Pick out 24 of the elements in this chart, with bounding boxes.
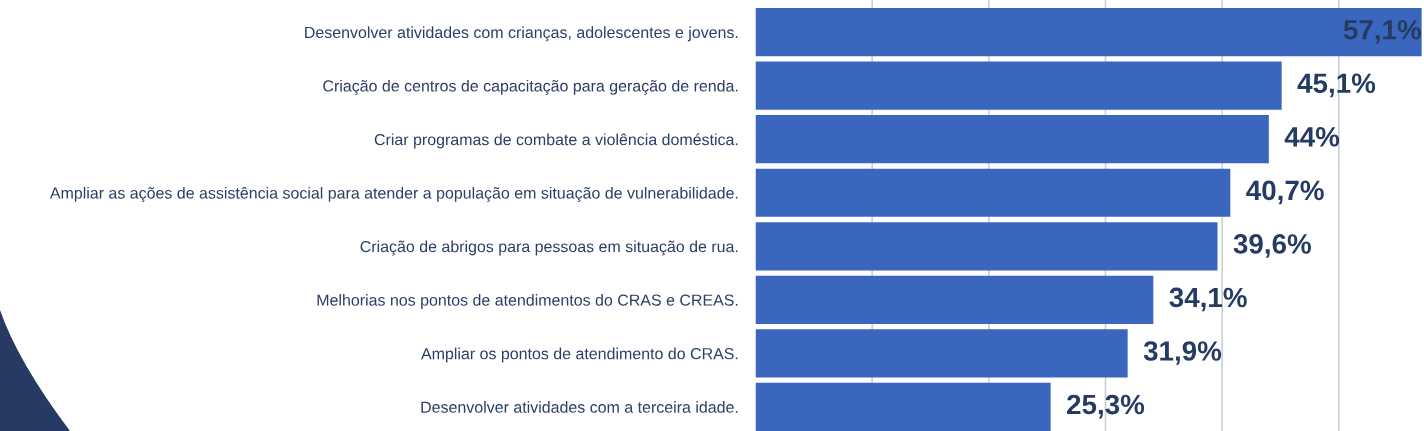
bar <box>755 329 1128 378</box>
y-tick-label: Melhorias nos pontos de atendimentos do CRAS e CREAS. <box>317 294 738 309</box>
bar <box>755 61 1282 110</box>
y-tick-label: Ampliar os pontos de atendimento do CRAS. <box>421 347 738 363</box>
data-label: 34,1% <box>1169 287 1247 312</box>
bar <box>755 222 1218 271</box>
data-label: 44% <box>1284 127 1340 147</box>
bar <box>755 275 1154 324</box>
y-tick-label: Desenvolver atividades com a terceira idade. <box>421 401 738 413</box>
bar <box>755 115 1269 164</box>
y-tick-label: Criar programas de combate a violência doméstica. <box>374 133 738 149</box>
data-label: 39,6% <box>1233 234 1311 258</box>
y-tick-label: Criação de centros de capacitação para geração de renda. <box>323 79 738 95</box>
y-tick-label: Criação de abrigos para pessoas em situação de rua. <box>360 240 738 256</box>
data-label: 31,9% <box>1143 341 1222 365</box>
bar <box>755 382 1051 431</box>
bar <box>755 168 1231 217</box>
data-label: 40,7% <box>1246 180 1324 205</box>
y-tick-label: Ampliar as ações de assistência social para atender a população em situação de vulnerabilidade. <box>49 186 738 202</box>
y-tick-label: Desenvolver atividades com crianças, adolescentes e jovens. <box>305 26 738 42</box>
data-label: 25,3% <box>1067 394 1145 419</box>
data-label: 45,1% <box>1297 73 1376 98</box>
data-label: 57,1% <box>1343 19 1421 44</box>
bar <box>755 8 1422 57</box>
